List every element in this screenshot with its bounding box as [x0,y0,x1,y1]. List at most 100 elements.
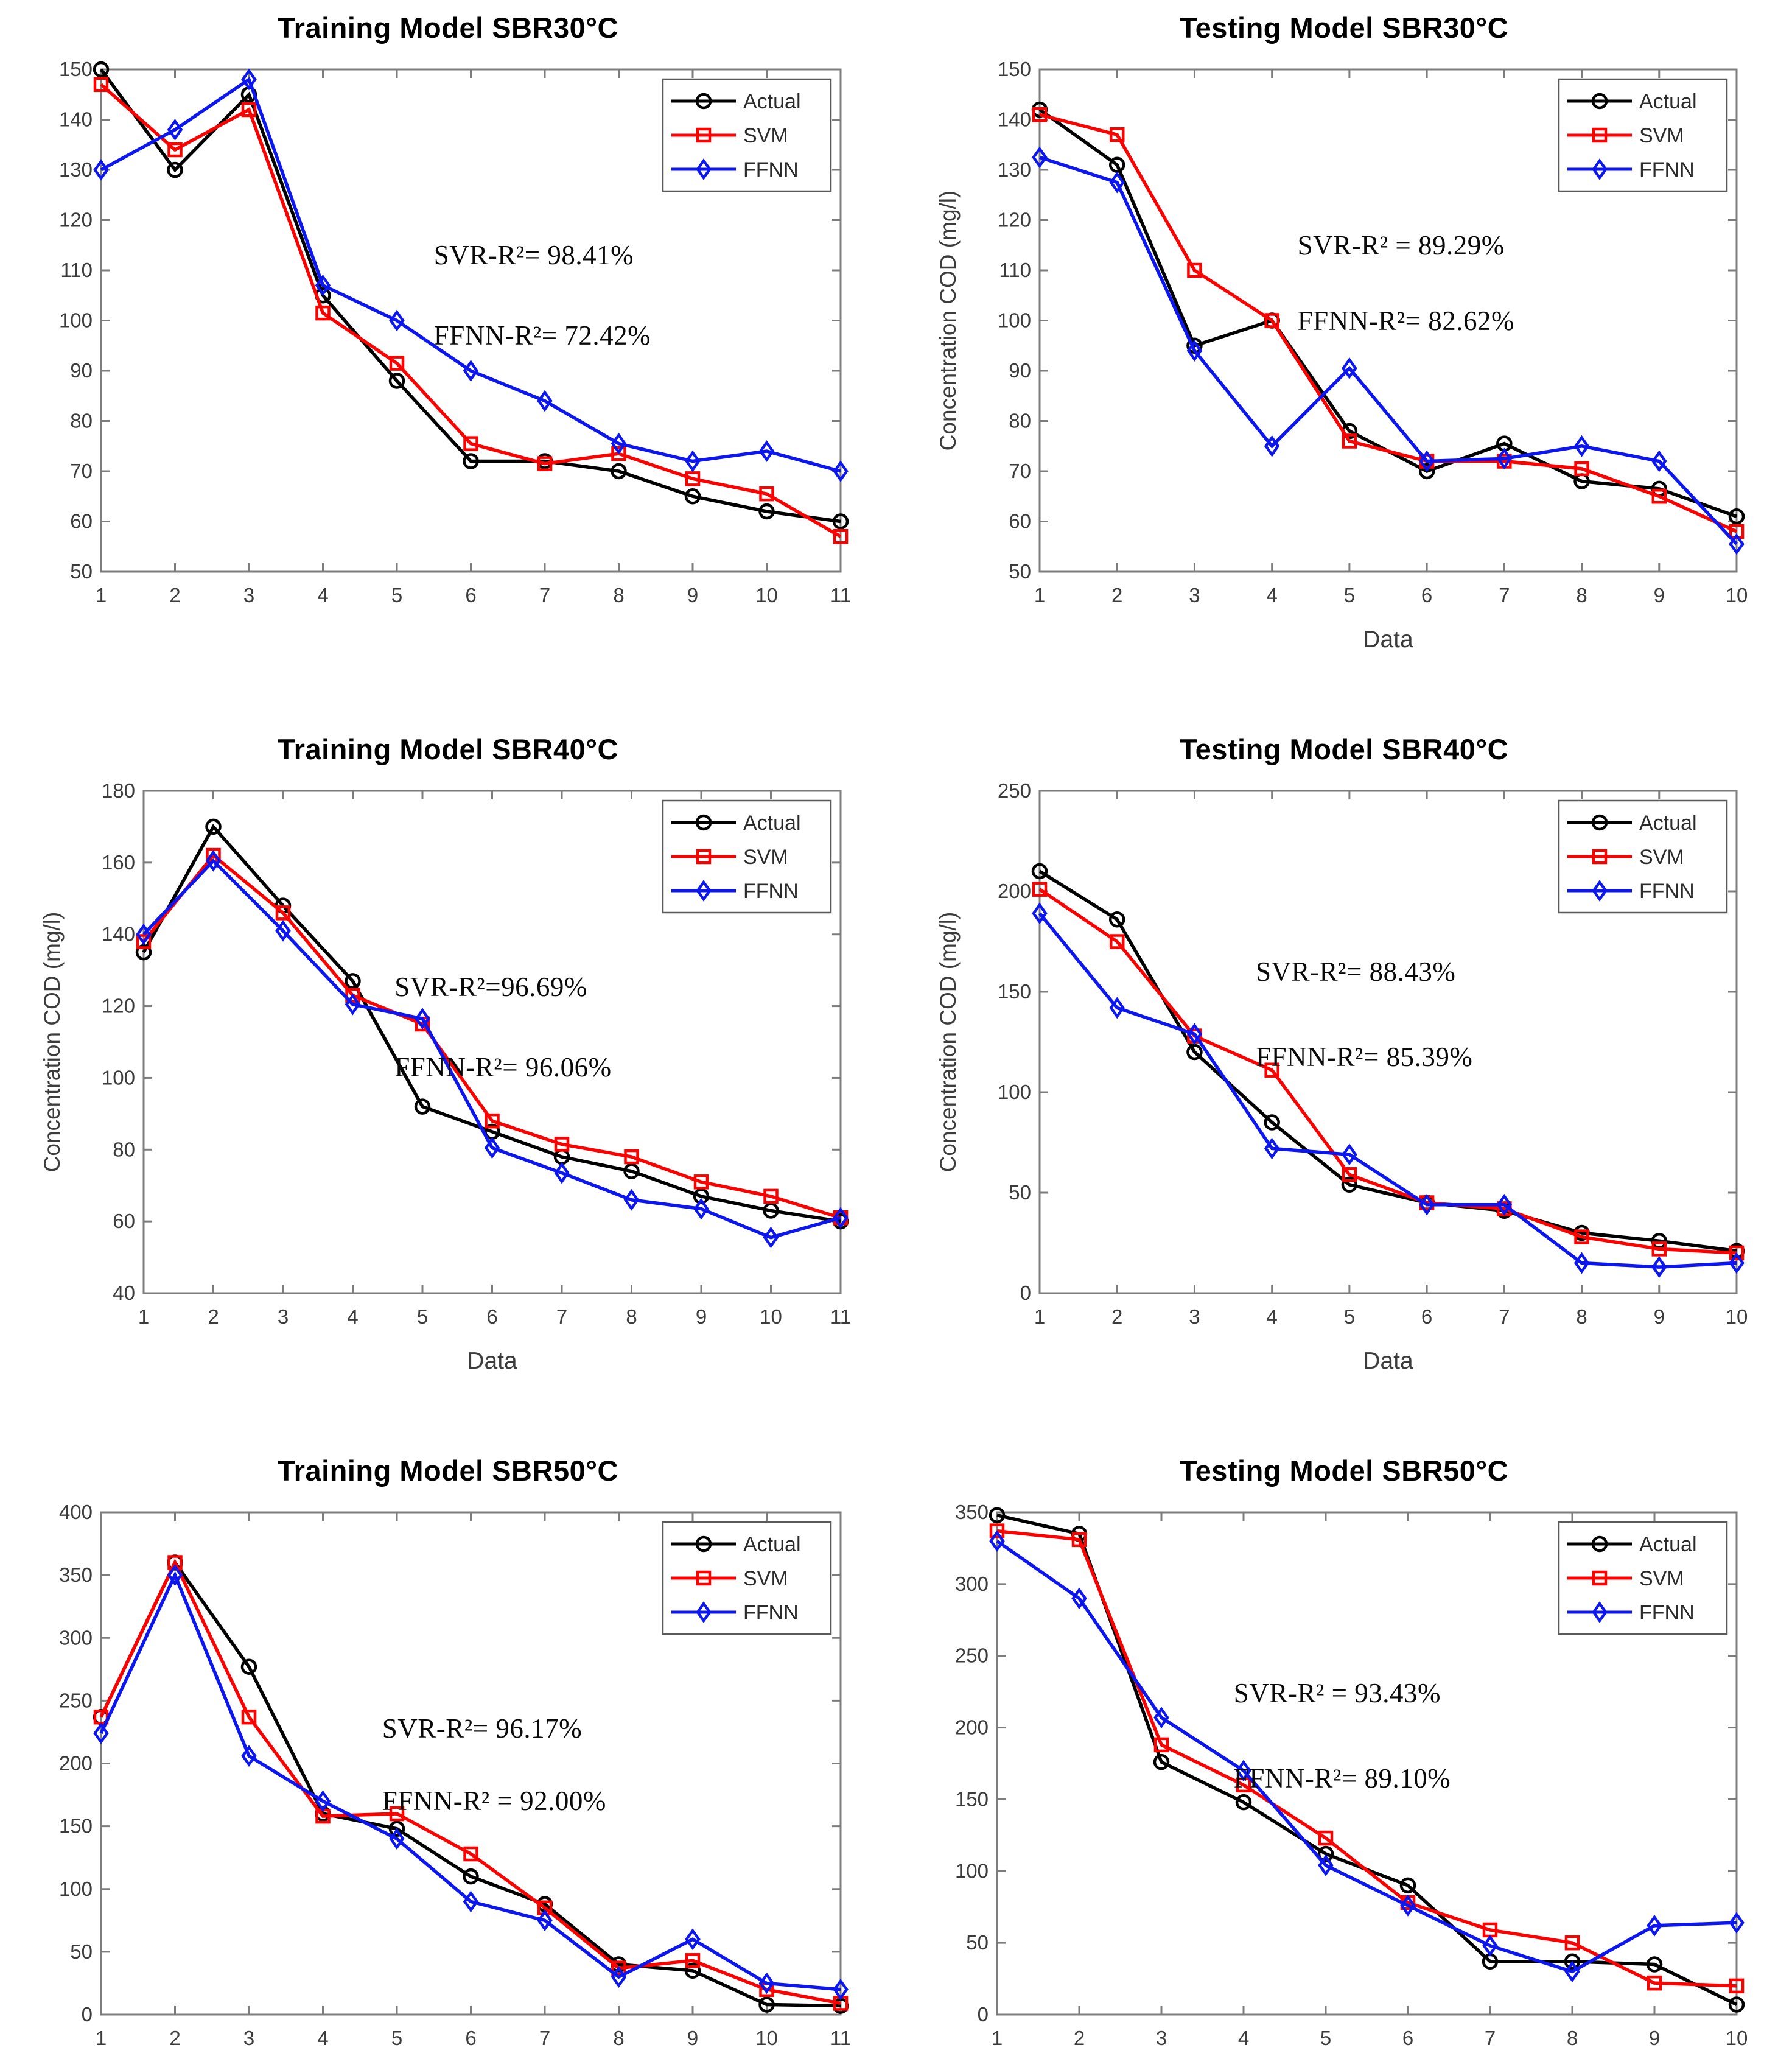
legend-label-actual: Actual [743,90,801,113]
axes [100,68,842,573]
svg-text:100: 100 [102,1066,135,1089]
svg-text:6: 6 [486,1305,497,1328]
series-ffnn [989,1530,1745,1983]
svg-text:3: 3 [243,584,254,606]
series-ffnn [1032,146,1745,555]
svg-text:7: 7 [1499,584,1510,606]
svg-text:250: 250 [59,1689,93,1711]
svg-text:150: 150 [998,58,1031,80]
legend-label-svm: SVM [743,124,788,147]
svg-text:100: 100 [998,1081,1031,1103]
axes [100,1511,842,2016]
svg-text:1: 1 [138,1305,149,1328]
svg-text:4: 4 [1238,2027,1249,2049]
plot-area: 50 60 70 80 90 100 110 120 130 140 150 1 2 3 4 5 6 7 8 9 10 1… [28,51,868,620]
chart-testing-sbr50: Testing Model SBR50°C 0 50 100 150 200 250 300… [896,1451,1792,2056]
legend: Actual SVM FFNN [1558,78,1728,192]
svg-text:9: 9 [1654,1305,1665,1328]
y-axis-label: Concentration COD (mg/l) [936,191,961,451]
svg-text:70: 70 [1009,460,1031,482]
plot-canvas: 0 50 100 150 200 250 300 350 400 1 2 3 4 5 6 7 8 9 10 11 Act… [59,1501,851,2049]
axes [996,1511,1738,2016]
svg-text:100: 100 [998,309,1031,332]
svg-text:80: 80 [70,410,93,432]
plot-canvas: 50 60 70 80 90 100 110 120 130 140 150 1 2 3 4 5 6 7 8 9 10 1… [59,58,851,606]
legend-key-ffnn [671,880,736,902]
svg-text:4: 4 [347,1305,358,1328]
svg-text:9: 9 [1649,2027,1660,2049]
svg-text:5: 5 [1344,584,1355,606]
svg-text:2: 2 [169,584,180,606]
svg-text:4: 4 [317,584,328,606]
legend-label-actual: Actual [1639,1533,1697,1556]
legend-label-svm: SVM [1639,1567,1684,1590]
x-axis-label: Data [1363,626,1413,653]
svg-text:9: 9 [687,2027,698,2049]
svg-text:9: 9 [687,584,698,606]
svg-text:11: 11 [830,584,851,606]
svg-text:70: 70 [70,460,93,482]
plot-area: 0 50 100 150 200 250 300 350 1 2 3 4 5 6 7 8 9 10 Actual SV… [924,1494,1764,2056]
annotation-svr-r2: SVR-R²= 88.43% [1255,956,1456,987]
legend: Actual SVM FFNN [662,799,832,914]
axes [1038,68,1738,573]
svg-text:3: 3 [1189,584,1200,606]
tick-labels: 50 60 70 80 90 100 110 120 130 140 150 1 2 3 4 5 6 7 8 9 10 D… [936,58,1748,653]
tick-labels: 40 60 80 100 120 140 160 180 1 2 3 4 5 6 7 8 9 10 11 Data Co… [40,779,851,1374]
svg-text:4: 4 [1266,1305,1277,1328]
svg-text:10: 10 [1726,584,1748,606]
svg-text:50: 50 [70,560,93,583]
annotation-ffnn-r2: FFNN-R²= 96.06% [394,1051,612,1082]
legend-label-ffnn: FFNN [1639,1601,1695,1624]
svg-text:50: 50 [70,1940,93,1963]
chart-training-sbr50: Training Model SBR50°C 0 50 100 150 200 250 30… [0,1451,896,2056]
svg-text:1: 1 [1034,1305,1045,1328]
svg-text:8: 8 [1576,1305,1587,1328]
svg-text:0: 0 [978,2003,989,2026]
svg-text:5: 5 [391,584,402,606]
legend-key-svm [671,849,736,865]
legend: Actual SVM FFNN [1558,1521,1728,1635]
svg-text:2: 2 [208,1305,219,1328]
plot-area: 0 50 100 150 200 250 300 350 400 1 2 3 4 5 6 7 8 9 10 11 Act… [28,1494,868,2056]
svg-text:8: 8 [626,1305,637,1328]
svg-text:150: 150 [59,1815,93,1837]
svg-text:1: 1 [96,2027,107,2049]
series-ffnn [93,1564,849,2001]
chart-testing-sbr30: Testing Model SBR30°C 50 60 70 80 90 100 110 12… [896,9,1792,730]
annotation-ffnn-r2: FFNN-R²= 85.39% [1255,1042,1473,1073]
svg-text:50: 50 [966,1931,989,1954]
legend-key-ffnn [1567,1601,1632,1623]
svg-text:100: 100 [59,1878,93,1900]
svg-text:400: 400 [59,1501,93,1523]
svg-text:4: 4 [317,2027,328,2049]
annotation-svr-r2: SVR-R² = 89.29% [1297,230,1505,261]
tick-labels: 0 50 100 150 200 250 300 350 400 1 2 3 4 5 6 7 8 9 10 11 [59,1501,851,2049]
legend-key-actual [1567,93,1632,110]
x-axis-label: Data [467,1348,517,1374]
svg-text:120: 120 [102,995,135,1017]
svg-text:6: 6 [1421,1305,1432,1328]
svg-text:6: 6 [465,2027,476,2049]
legend-label-ffnn: FFNN [1639,158,1695,181]
svg-text:1: 1 [992,2027,1003,2049]
svg-text:2: 2 [1074,2027,1085,2049]
series-ffnn [1032,902,1745,1278]
svg-text:5: 5 [417,1305,428,1328]
svg-text:50: 50 [1009,560,1031,583]
svg-text:90: 90 [1009,359,1031,382]
svg-text:40: 40 [113,1282,135,1304]
svg-text:8: 8 [1567,2027,1578,2049]
legend-label-actual: Actual [743,812,801,835]
series-svm [93,1555,849,2011]
legend-key-ffnn [671,1601,736,1623]
legend-key-svm [1567,1570,1632,1586]
tick-labels: 0 50 100 150 200 250 300 350 1 2 3 4 5 6 7 8 9 10 [955,1501,1748,2049]
svg-text:8: 8 [613,2027,624,2049]
chart-title: Testing Model SBR50°C [1179,1454,1509,1487]
svg-text:90: 90 [70,359,93,382]
legend-label-ffnn: FFNN [743,880,799,903]
svg-text:7: 7 [539,2027,550,2049]
svg-text:120: 120 [59,209,93,231]
plot-canvas: 0 50 100 150 200 250 1 2 3 4 5 6 7 8 9 10 Data Concentrat… [936,779,1748,1374]
